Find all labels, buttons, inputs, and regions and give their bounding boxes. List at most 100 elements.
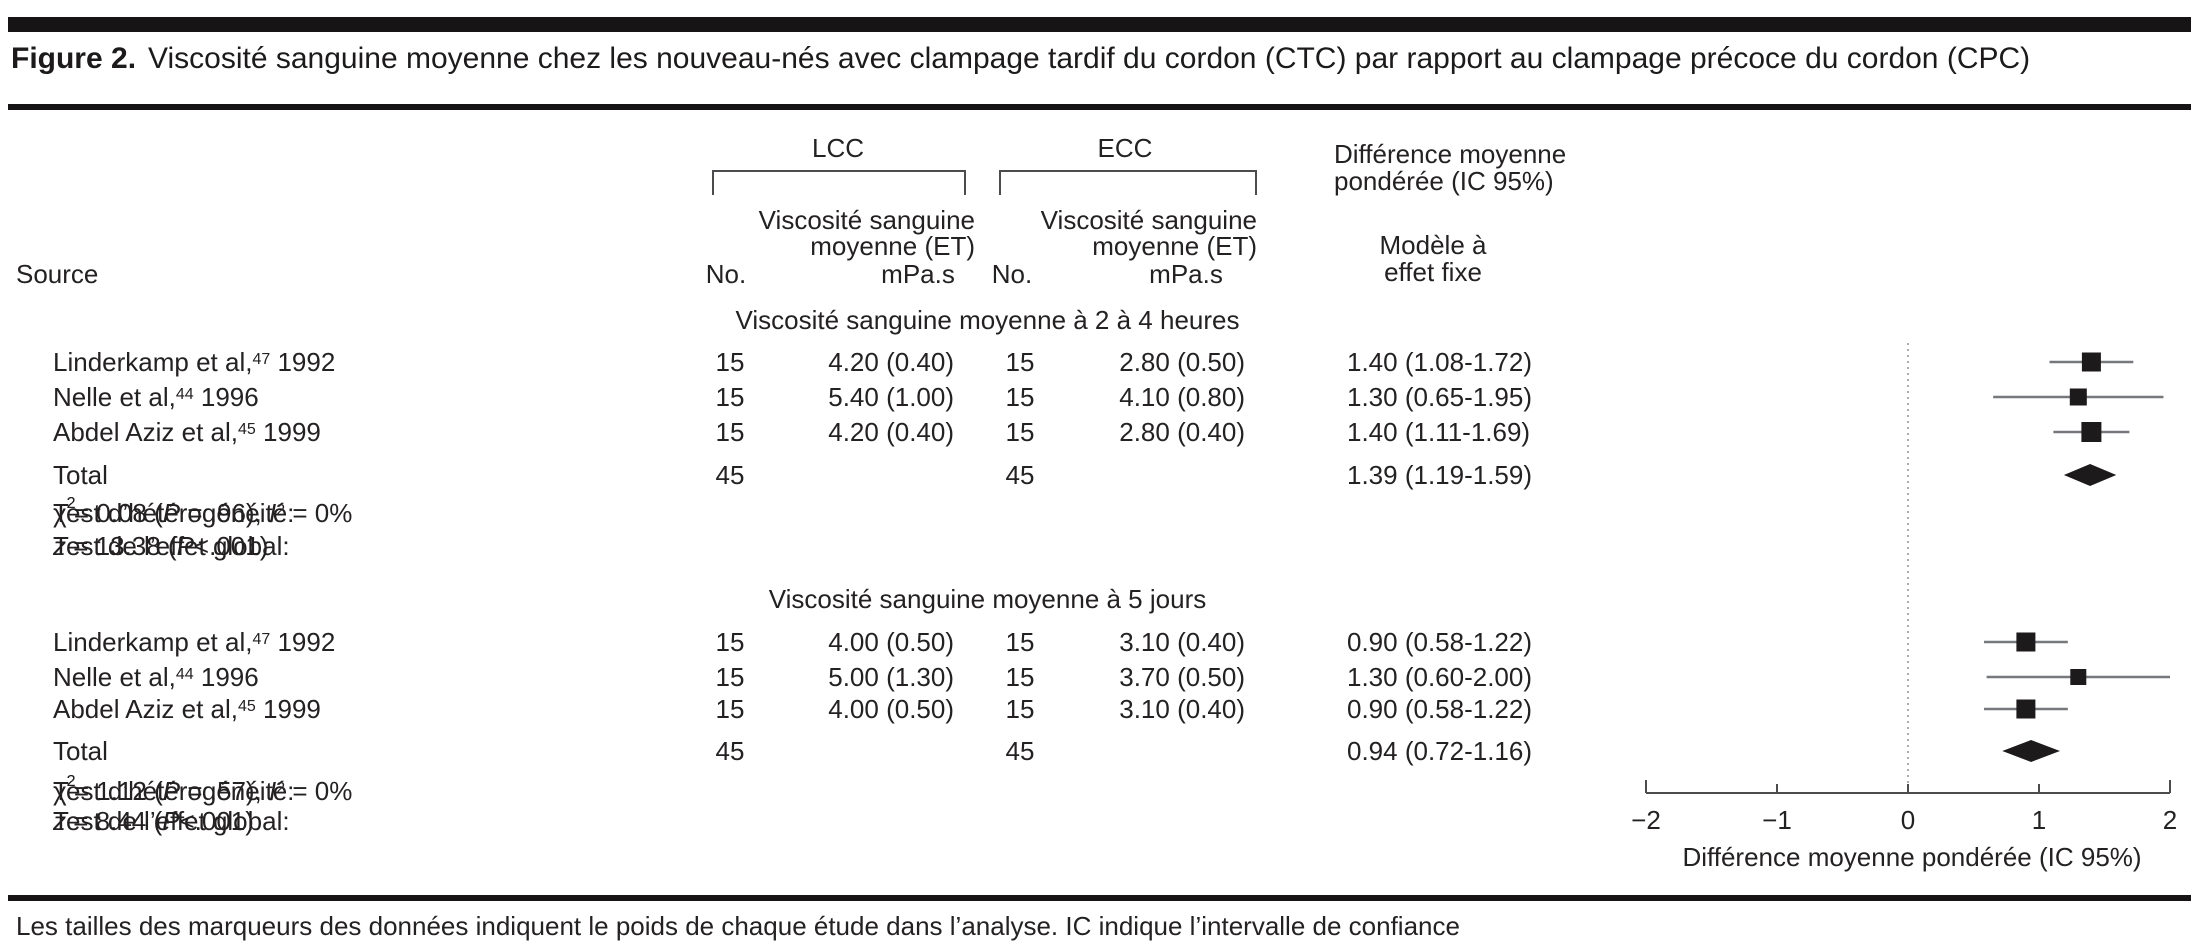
ecc-mean-sd: 3.70 (0.50) bbox=[1119, 662, 1245, 692]
total-diamond bbox=[2063, 464, 2117, 486]
lcc-mean-sd: 4.00 (0.50) bbox=[828, 694, 954, 724]
ecc-col-header: Viscosité sanguine moyenne (ET) bbox=[997, 207, 1257, 259]
lcc-total-n: 45 bbox=[715, 736, 745, 766]
lcc-group-label: LCC bbox=[811, 133, 864, 163]
figure-title: Figure 2. Viscosité sanguine moyenne chez… bbox=[11, 42, 2030, 76]
total-diamond bbox=[2002, 740, 2060, 762]
wmd-header-line1: Différence moyenne bbox=[1334, 139, 1567, 169]
heterogeneity-test-row: Test d’hétérogénéité: χ 2 2 = 0.08 (P = .96… bbox=[0, 495, 1600, 529]
overall-effect-test: Test de l’effet global: z = 8.44 (P<.001) bbox=[53, 805, 290, 837]
lcc-unit-header: mPa.s bbox=[881, 259, 955, 289]
wmd-value: 1.30 (0.65-1.95) bbox=[1347, 382, 1533, 412]
effect-square bbox=[2081, 352, 2101, 372]
wmd-header: Différence moyenne pondérée (IC 95%) bbox=[1334, 141, 1566, 195]
study-name: Abdel Aziz et al,45 1999 bbox=[53, 694, 321, 724]
ecc-group-label: ECC bbox=[1097, 133, 1153, 163]
lcc-bracket bbox=[712, 170, 966, 195]
study-row: Linderkamp et al,47 1992 15 4.00 (0.50) 15 3… bbox=[0, 626, 1600, 658]
model-header: Modèle à effet fixe bbox=[1308, 232, 1558, 286]
ecc-mean-sd: 2.80 (0.50) bbox=[1119, 347, 1245, 377]
ecc-n: 15 bbox=[1005, 382, 1035, 412]
total-label: Total bbox=[53, 736, 108, 766]
total-label: Total bbox=[53, 460, 108, 490]
ecc-mean-sd: 2.80 (0.40) bbox=[1119, 417, 1245, 447]
overall-effect-test-row: Test de l’effet global: z = 8.44 (P<.001) bbox=[0, 805, 1600, 837]
figure-footnote: Les tailles des marqueurs des données in… bbox=[16, 911, 1460, 941]
study-row: Abdel Aziz et al,45 1999 15 4.20 (0.40) 15 2… bbox=[0, 416, 1600, 448]
ecc-unit-header: mPa.s bbox=[1149, 259, 1223, 289]
effect-square bbox=[2070, 669, 2087, 685]
ecc-n: 15 bbox=[1005, 694, 1035, 724]
figure-caption: Viscosité sanguine moyenne chez les nouv… bbox=[148, 42, 2031, 75]
ecc-col-header-line2: moyenne (ET) bbox=[1092, 231, 1257, 261]
study-row: Nelle et al,44 1996 15 5.00 (1.30) 15 3.70 (… bbox=[0, 661, 1600, 693]
section-title: Viscosité sanguine moyenne à 2 à 4 heure… bbox=[735, 305, 1240, 335]
lcc-n: 15 bbox=[715, 627, 745, 657]
top-bar-rule bbox=[8, 17, 2191, 32]
forest-plot: −2 −1 0 1 2 Différence moyenne pondérée (IC 9… bbox=[1631, 343, 2177, 872]
lcc-col-header: Viscosité sanguine moyenne (ET) bbox=[715, 207, 975, 259]
study-row: Nelle et al,44 1996 15 5.40 (1.00) 15 4.10 (… bbox=[0, 381, 1600, 413]
lcc-col-header-line1: Viscosité sanguine bbox=[758, 205, 975, 235]
effect-square bbox=[2081, 422, 2102, 442]
lcc-mean-sd: 4.00 (0.50) bbox=[828, 627, 954, 657]
lcc-n: 15 bbox=[715, 347, 745, 377]
study-name: Linderkamp et al,47 1992 bbox=[53, 347, 336, 377]
wmd-header-line2: pondérée (IC 95%) bbox=[1334, 166, 1554, 196]
wmd-value: 0.90 (0.58-1.22) bbox=[1347, 627, 1533, 657]
heterogeneity-test-row: Test d’hétérogénéité: χ 2 2 = 1.12 (P = .57… bbox=[0, 773, 1600, 807]
wmd-total-value: 0.94 (0.72-1.16) bbox=[1347, 736, 1533, 766]
heterogeneity-test-label: Test d’hétérogénéité: bbox=[53, 776, 295, 806]
model-header-line2: effet fixe bbox=[1384, 257, 1482, 287]
ecc-mean-sd: 3.10 (0.40) bbox=[1119, 694, 1245, 724]
section-title: Viscosité sanguine moyenne à 5 jours bbox=[768, 584, 1207, 614]
x-tick-label: 2 bbox=[2163, 805, 2177, 835]
lcc-n-header: No. bbox=[705, 259, 747, 289]
wmd-value: 1.40 (1.11-1.69) bbox=[1347, 417, 1531, 447]
model-header-line1: Modèle à bbox=[1379, 230, 1487, 260]
study-row: Abdel Aziz et al,45 1999 15 4.00 (0.50) 15 3… bbox=[0, 693, 1600, 725]
x-tick-label: 0 bbox=[1901, 805, 1915, 835]
ecc-bracket bbox=[999, 170, 1257, 195]
effect-square bbox=[2016, 632, 2036, 652]
ecc-mean-sd: 3.10 (0.40) bbox=[1119, 627, 1245, 657]
ecc-col-header-line1: Viscosité sanguine bbox=[1040, 205, 1257, 235]
source-header: Source bbox=[16, 259, 99, 289]
x-axis-label: Différence moyenne pondérée (IC 95%) bbox=[1682, 842, 2141, 872]
wmd-value: 1.30 (0.60-2.00) bbox=[1347, 662, 1533, 692]
x-tick-label: −1 bbox=[1762, 805, 1792, 835]
ecc-n-header: No. bbox=[991, 259, 1033, 289]
lcc-col-header-line2: moyenne (ET) bbox=[810, 231, 975, 261]
wmd-total-value: 1.39 (1.19-1.59) bbox=[1347, 460, 1533, 490]
study-name: Abdel Aziz et al,45 1999 bbox=[53, 417, 321, 447]
top-rule bbox=[8, 104, 2191, 110]
lcc-total-n: 45 bbox=[715, 460, 745, 490]
lcc-n: 15 bbox=[715, 662, 745, 692]
overall-effect-test: Test de l’effet global: z = 13.38 (P<.001… bbox=[53, 530, 290, 562]
overall-effect-test-row: Test de l’effet global: z = 13.38 (P<.001… bbox=[0, 530, 1600, 562]
heterogeneity-test-label: Test d’hétérogénéité: bbox=[53, 498, 295, 528]
heterogeneity-test: Test d’hétérogénéité: χ 2 2 = 0.08 (P = .96… bbox=[53, 495, 353, 529]
ecc-n: 15 bbox=[1005, 662, 1035, 692]
overall-effect-test-label: Test de l’effet global: bbox=[53, 806, 290, 836]
effect-square bbox=[2016, 699, 2036, 719]
ecc-total-n: 45 bbox=[1005, 460, 1035, 490]
overall-effect-test-label: Test de l’effet global: bbox=[53, 531, 290, 561]
total-row: Total 45 45 0.94 (0.72-1.16) bbox=[0, 735, 1600, 767]
ecc-mean-sd: 4.10 (0.80) bbox=[1119, 382, 1245, 412]
bottom-rule bbox=[8, 895, 2191, 901]
ecc-n: 15 bbox=[1005, 627, 1035, 657]
lcc-n: 15 bbox=[715, 382, 745, 412]
lcc-mean-sd: 4.20 (0.40) bbox=[828, 417, 954, 447]
study-name: Nelle et al,44 1996 bbox=[53, 382, 259, 412]
lcc-mean-sd: 4.20 (0.40) bbox=[828, 347, 954, 377]
ecc-n: 15 bbox=[1005, 347, 1035, 377]
x-tick-label: 1 bbox=[2032, 805, 2046, 835]
lcc-n: 15 bbox=[715, 694, 745, 724]
wmd-value: 0.90 (0.58-1.22) bbox=[1347, 694, 1533, 724]
x-tick-label: −2 bbox=[1631, 805, 1661, 835]
study-name: Nelle et al,44 1996 bbox=[53, 662, 259, 692]
heterogeneity-test: Test d’hétérogénéité: χ 2 2 = 1.12 (P = .57… bbox=[53, 773, 353, 807]
total-row: Total 45 45 1.39 (1.19-1.59) bbox=[0, 459, 1600, 491]
